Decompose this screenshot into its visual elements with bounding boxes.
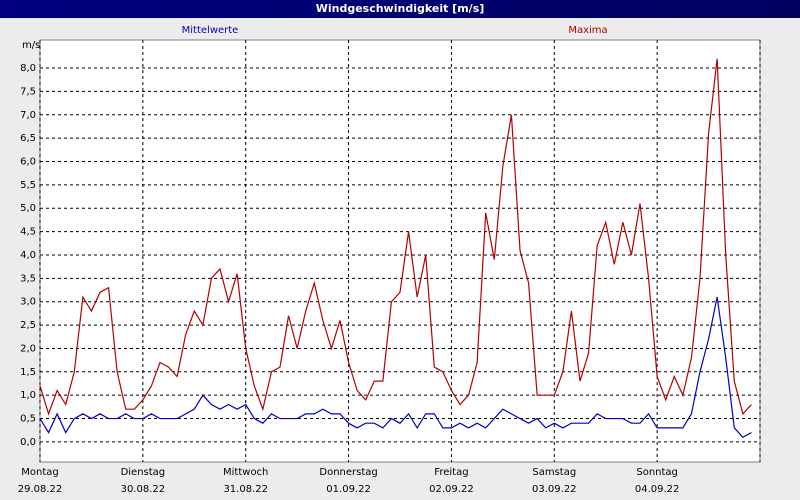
y-tick-label: 6,5 <box>20 133 36 144</box>
x-tick-label: 31.08.22 <box>223 484 268 495</box>
x-tick-label: Mittwoch <box>223 467 268 478</box>
y-tick-label: 3,0 <box>20 297 36 308</box>
x-tick-label: Samstag <box>532 467 576 478</box>
y-tick-label: 5,0 <box>20 203 36 214</box>
y-tick-label: 2,5 <box>20 320 36 331</box>
x-tick-label: Donnerstag <box>319 467 377 478</box>
y-tick-label: 1,5 <box>20 367 36 378</box>
y-tick-label: 6,0 <box>20 157 36 168</box>
x-tick-label: Montag <box>21 467 58 478</box>
x-tick-label: 30.08.22 <box>121 484 166 495</box>
x-tick-label: 02.09.22 <box>429 484 474 495</box>
y-tick-label: 2,0 <box>20 343 36 354</box>
legend-label: Maxima <box>568 25 607 36</box>
data-line <box>39 58 752 416</box>
y-axis-label: m/s <box>22 40 40 51</box>
legend-label: Mittelwerte <box>182 25 239 36</box>
y-tick-label: 7,5 <box>20 86 36 97</box>
data-line <box>39 296 752 438</box>
y-tick-label: 7,0 <box>20 110 36 121</box>
y-tick-label: 3,5 <box>20 273 36 284</box>
x-tick-label: Dienstag <box>121 467 166 478</box>
y-tick-label: 5,5 <box>20 180 36 191</box>
y-tick-label: 4,5 <box>20 227 36 238</box>
title-bar <box>0 0 800 18</box>
x-tick-label: 01.09.22 <box>326 484 371 495</box>
x-tick-label: 29.08.22 <box>18 484 63 495</box>
x-tick-label: 03.09.22 <box>532 484 577 495</box>
y-tick-label: 8,0 <box>20 63 36 74</box>
y-tick-label: 1,0 <box>20 390 36 401</box>
x-tick-label: Freitag <box>434 467 468 478</box>
y-tick-label: 4,0 <box>20 250 36 261</box>
y-tick-label: 0,0 <box>20 437 36 448</box>
x-tick-label: 04.09.22 <box>635 484 680 495</box>
x-tick-label: Sonntag <box>636 467 678 478</box>
chart-title: Windgeschwindigkeit [m/s] <box>316 2 485 15</box>
plot-area <box>39 39 761 463</box>
y-tick-label: 0,5 <box>20 414 36 425</box>
